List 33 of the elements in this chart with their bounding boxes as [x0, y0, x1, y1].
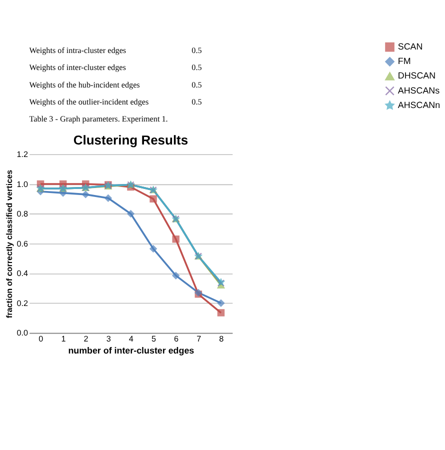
x-tick-label: 4 [128, 334, 134, 344]
x-tick-label: 6 [174, 334, 179, 344]
y-tick-label: 1.2 [16, 150, 28, 160]
text: 0.5 [192, 63, 202, 72]
text: 0.5 [192, 97, 202, 106]
legend-label: DHSCAN [398, 70, 436, 81]
y-tick-label: 0.4 [16, 269, 28, 278]
y-tick-label: 0.6 [16, 239, 28, 248]
y-tick-label: 0.2 [16, 298, 28, 308]
text: 0.5 [192, 80, 202, 90]
chart-title: Clustering Results [73, 132, 188, 148]
x-tick-label: 3 [106, 334, 112, 344]
text: 0.5 [192, 46, 202, 56]
y-tick-label: 1.0 [16, 180, 28, 189]
y-tick-label: 0.0 [16, 328, 28, 338]
x-tick-label: 1 [61, 334, 66, 344]
x-tick-label: 2 [84, 334, 89, 344]
y-axis-title: fraction of correctly classified vertices [4, 169, 14, 318]
legend-label: FM [398, 56, 411, 66]
x-tick-label: 0 [38, 334, 44, 344]
legend-label: AHSCANs [398, 85, 440, 96]
x-tick-label: 5 [151, 334, 156, 344]
legend-label: SCAN [398, 41, 423, 52]
caption: Table 3 - Graph parameters. Experiment 1. [29, 114, 168, 124]
text: Weights of the outlier-incident edges [29, 97, 149, 106]
x-tick-label: 8 [219, 334, 224, 344]
text: Weights of intra-cluster edges [29, 46, 126, 56]
x-axis-title: number of inter-cluster edges [68, 346, 194, 356]
legend-label: AHSCANn [398, 100, 440, 110]
y-tick-label: 0.8 [16, 210, 28, 219]
text: Weights of the hub-incident edges [29, 80, 140, 90]
text: Weights of inter-cluster edges [29, 63, 126, 72]
x-tick-label: 7 [196, 334, 202, 344]
